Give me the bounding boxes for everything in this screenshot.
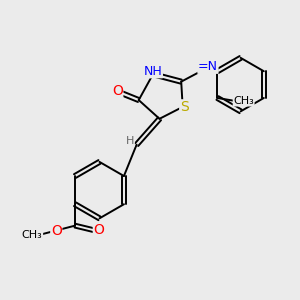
Text: CH₃: CH₃ bbox=[22, 230, 43, 240]
Text: O: O bbox=[112, 84, 123, 98]
Text: CH₃: CH₃ bbox=[233, 96, 254, 106]
Text: O: O bbox=[51, 224, 62, 238]
Text: O: O bbox=[93, 223, 104, 237]
Text: H: H bbox=[126, 136, 134, 146]
Text: NH: NH bbox=[144, 65, 162, 78]
Text: =N: =N bbox=[198, 60, 218, 73]
Text: S: S bbox=[180, 100, 189, 114]
